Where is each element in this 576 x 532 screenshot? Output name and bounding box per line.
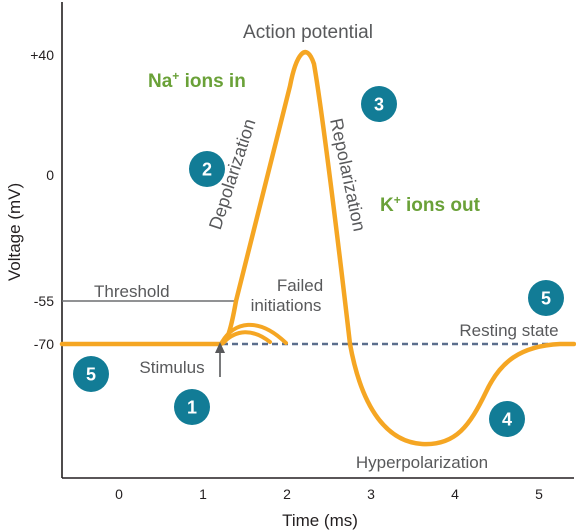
x-tick-3: 3	[367, 486, 375, 502]
threshold-label: Threshold	[94, 282, 170, 301]
na-ions-in-label: Na+ ions in	[148, 69, 246, 92]
x-tick-2: 2	[283, 486, 291, 502]
step-badge-4: 4	[489, 401, 525, 437]
step-badge-1-number: 1	[187, 398, 197, 418]
x-tick-0: 0	[115, 486, 123, 502]
resting-state-label: Resting state	[459, 321, 558, 340]
stimulus-arrow-head	[215, 342, 225, 353]
failed-initiations-label-line1: Failed	[277, 276, 323, 295]
y-tick-minus55: -55	[34, 293, 54, 309]
step-badge-5-left-number: 5	[86, 365, 96, 385]
k-ions-out-label: K+ ions out	[380, 193, 481, 216]
step-badge-5-right: 5	[528, 280, 564, 316]
x-tick-1: 1	[199, 486, 207, 502]
y-axis-label: Voltage (mV)	[5, 183, 24, 281]
action-potential-curve	[59, 49, 576, 447]
x-axis-label: Time (ms)	[282, 511, 358, 530]
step-badge-5-right-number: 5	[541, 289, 551, 309]
failed-initiations-label-line2: initiations	[251, 296, 322, 315]
y-tick-0: 0	[46, 167, 54, 183]
step-badge-2: 2	[189, 151, 225, 187]
step-badge-3: 3	[361, 86, 397, 122]
step-badge-2-number: 2	[202, 160, 212, 180]
y-tick-minus70: -70	[34, 336, 54, 352]
stimulus-label: Stimulus	[139, 358, 204, 377]
step-badge-3-number: 3	[374, 95, 384, 115]
x-tick-5: 5	[535, 486, 543, 502]
step-badge-5-left: 5	[73, 356, 109, 392]
step-badge-4-number: 4	[502, 410, 512, 430]
hyperpolarization-label: Hyperpolarization	[356, 453, 488, 472]
y-tick-plus40: +40	[30, 47, 54, 63]
x-tick-4: 4	[451, 486, 459, 502]
title-label: Action potential	[243, 22, 373, 43]
step-badge-1: 1	[174, 389, 210, 425]
